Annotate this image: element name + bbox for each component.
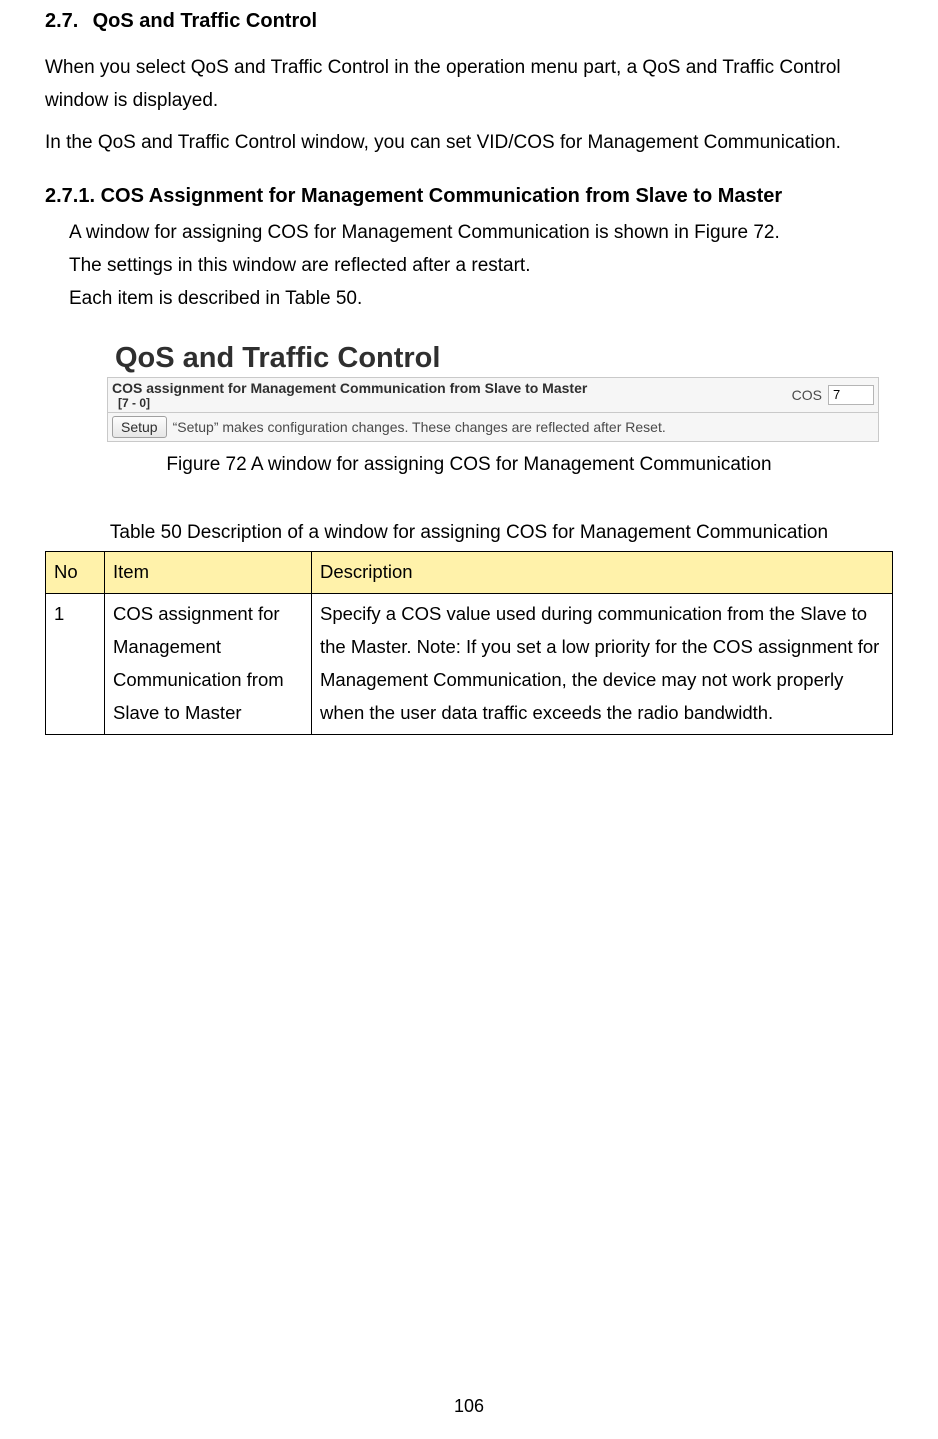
table-header-no: No <box>46 552 105 594</box>
subsection-heading: 2.7.1. COS Assignment for Management Com… <box>45 185 893 208</box>
intro-paragraph-1: When you select QoS and Traffic Control … <box>45 51 893 118</box>
screenshot-cos-row: COS assignment for Management Communicat… <box>107 377 879 412</box>
embedded-screenshot: QoS and Traffic Control COS assignment f… <box>107 338 879 442</box>
table-header-item: Item <box>105 552 312 594</box>
table-row: 1 COS assignment for Management Communic… <box>46 593 893 734</box>
cos-range-label: [7 - 0] <box>118 396 792 410</box>
screenshot-title-row: QoS and Traffic Control <box>107 338 879 377</box>
page-number: 106 <box>0 1396 938 1417</box>
table-header-row: No Item Description <box>46 552 893 594</box>
screenshot-title: QoS and Traffic Control <box>115 342 440 374</box>
section-number: 2.7. <box>45 10 87 33</box>
table-cell-desc: Specify a COS value used during communic… <box>312 593 893 734</box>
cos-value-input[interactable] <box>828 385 874 405</box>
screenshot-setup-row: Setup “Setup” makes configuration change… <box>107 412 879 442</box>
setup-button[interactable]: Setup <box>112 416 167 438</box>
section-title: QoS and Traffic Control <box>93 10 317 32</box>
setup-note: “Setup” makes configuration changes. The… <box>173 419 666 435</box>
table-cell-no: 1 <box>46 593 105 734</box>
cos-assignment-label: COS assignment for Management Communicat… <box>112 380 786 396</box>
table-header-desc: Description <box>312 552 893 594</box>
table-caption: Table 50 Description of a window for ass… <box>59 518 879 547</box>
subsection-paragraph-1: A window for assigning COS for Managemen… <box>69 216 893 249</box>
table-cell-item: COS assignment for Management Communicat… <box>105 593 312 734</box>
section-heading: 2.7. QoS and Traffic Control <box>45 10 893 33</box>
subsection-paragraph-3: Each item is described in Table 50. <box>69 282 893 315</box>
subsection-paragraph-2: The settings in this window are reflecte… <box>69 249 893 282</box>
intro-paragraph-2: In the QoS and Traffic Control window, y… <box>45 126 893 159</box>
description-table: No Item Description 1 COS assignment for… <box>45 551 893 735</box>
cos-prefix-label: COS <box>792 387 822 403</box>
figure-caption: Figure 72 A window for assigning COS for… <box>59 454 879 476</box>
